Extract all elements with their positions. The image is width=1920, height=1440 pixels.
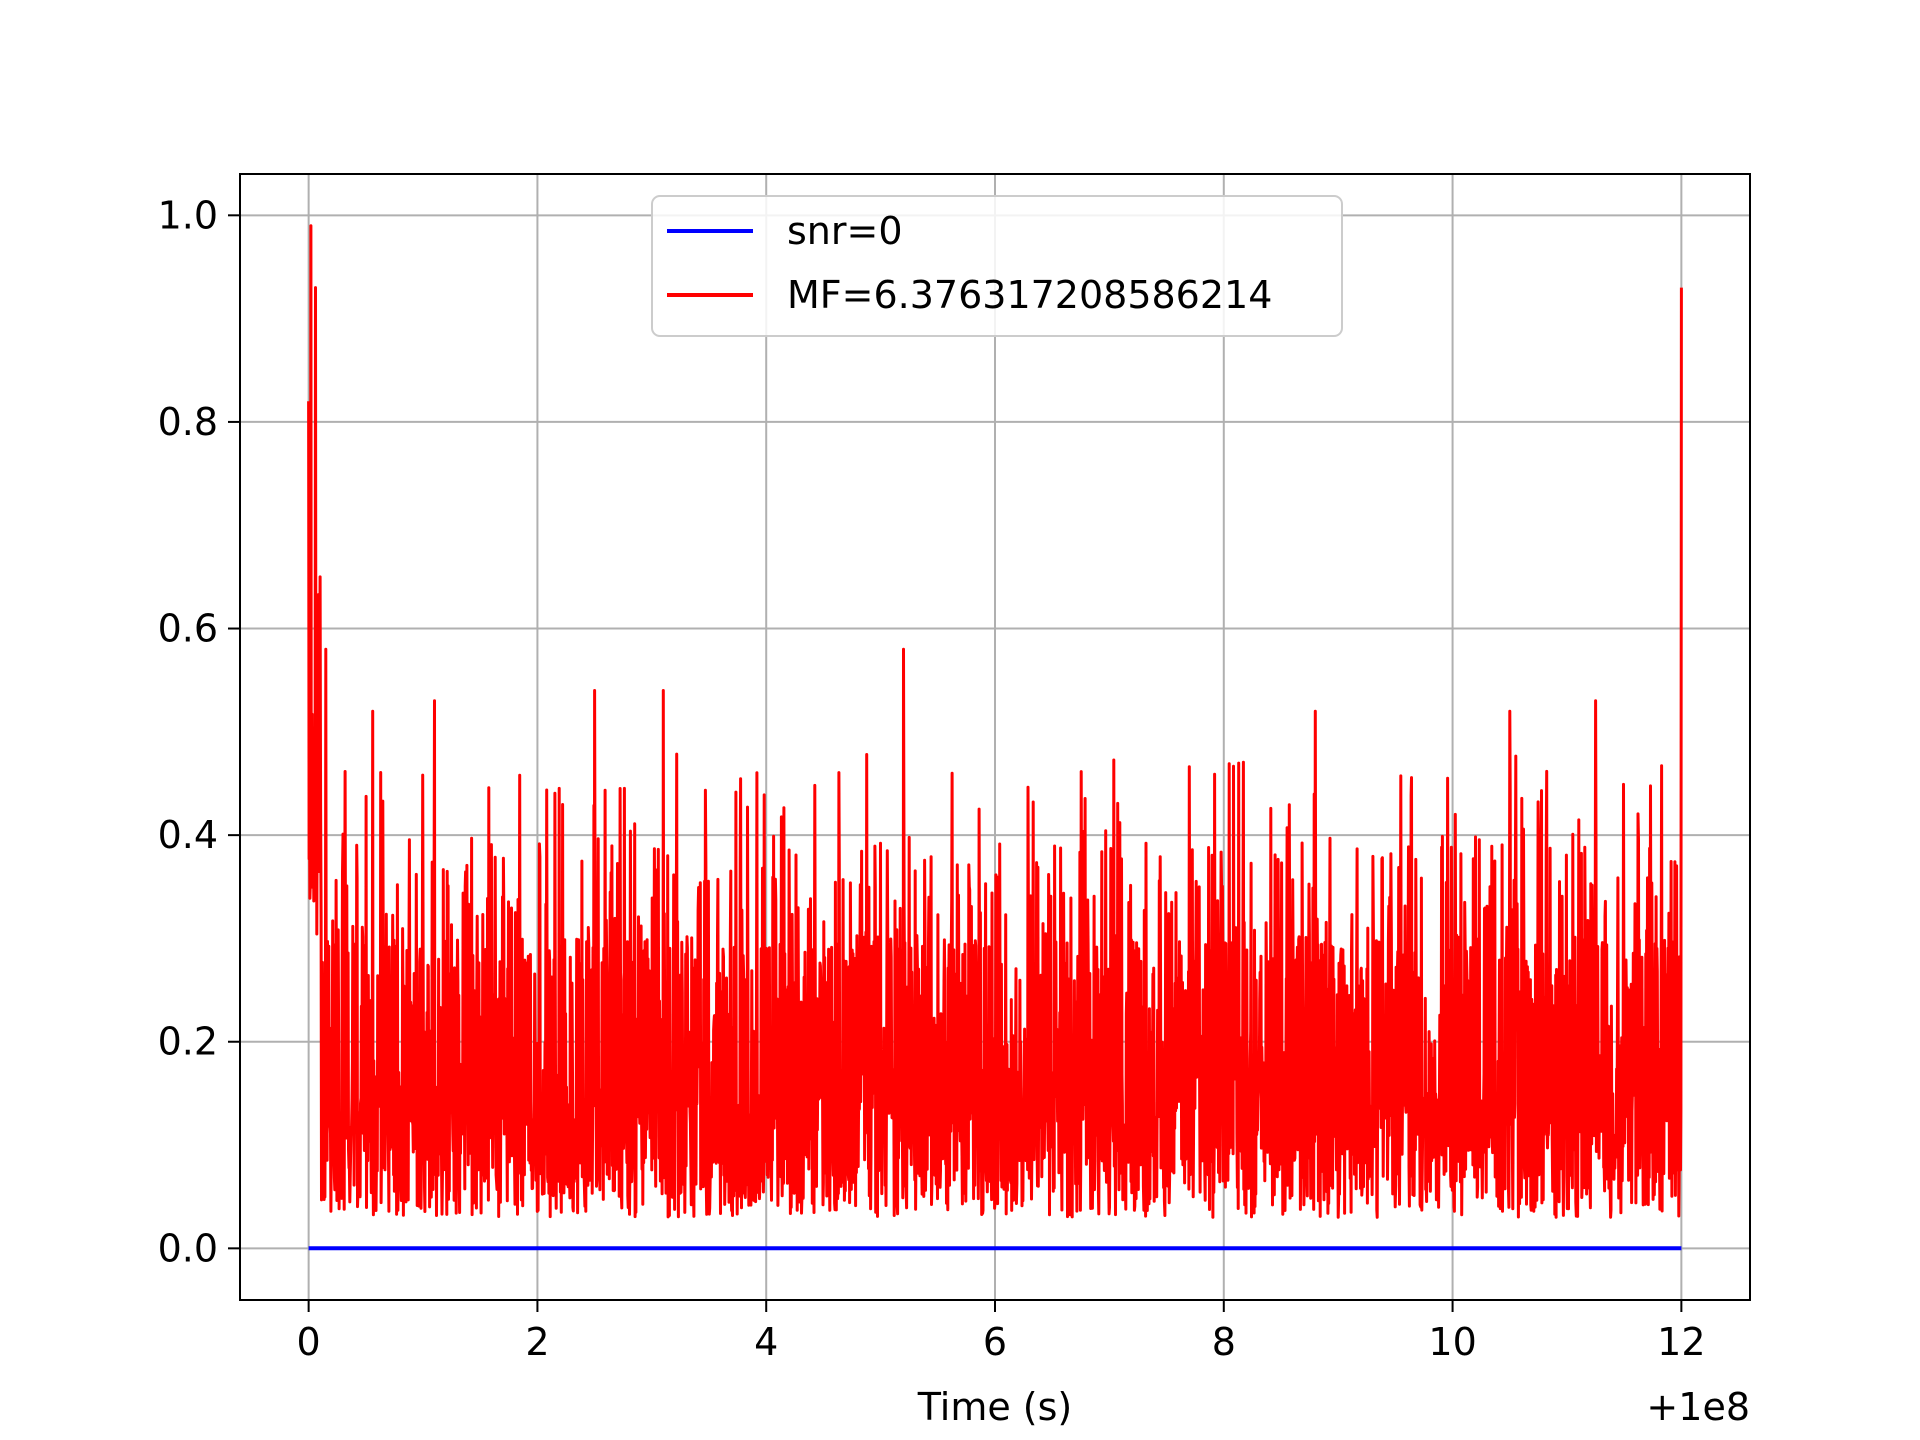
x-axis-offset-label: +1e8 [1646, 1385, 1750, 1429]
y-tick-label: 0.0 [158, 1226, 218, 1270]
y-tick-label: 0.8 [158, 400, 218, 444]
y-tick-label: 0.4 [158, 813, 218, 857]
legend: snr=0 MF=6.376317208586214 [651, 195, 1343, 337]
x-tick-label: 10 [1428, 1320, 1476, 1364]
x-axis-label: Time (s) [917, 1385, 1073, 1429]
legend-label-mf: MF=6.376317208586214 [787, 273, 1272, 317]
series-line-mf [307, 224, 1683, 1219]
series-layer [307, 224, 1683, 1251]
x-tick-label: 0 [297, 1320, 321, 1364]
legend-box [651, 195, 1343, 337]
y-axis: 0.0 0.2 0.4 0.6 0.8 1.0 [158, 193, 240, 1270]
x-tick-label: 2 [525, 1320, 549, 1364]
x-axis: 0 2 4 6 8 10 12 [297, 1300, 1706, 1364]
y-tick-label: 1.0 [158, 193, 218, 237]
y-tick-label: 0.2 [158, 1020, 218, 1064]
x-tick-label: 4 [754, 1320, 778, 1364]
x-tick-label: 12 [1657, 1320, 1705, 1364]
x-tick-label: 6 [983, 1320, 1007, 1364]
legend-label-snr: snr=0 [787, 209, 903, 253]
y-tick-label: 0.6 [158, 607, 218, 651]
x-tick-label: 8 [1212, 1320, 1236, 1364]
